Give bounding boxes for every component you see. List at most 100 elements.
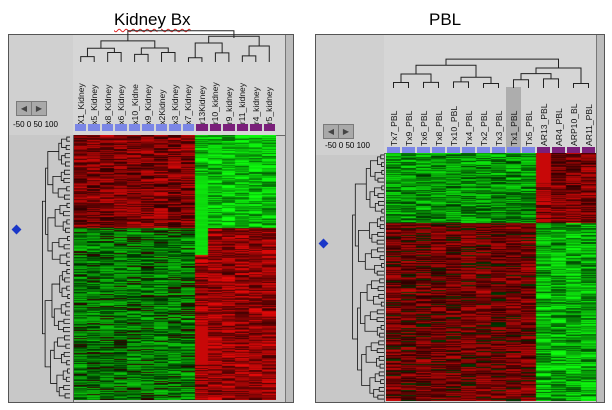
scroll-right-button-pbl[interactable]: ▶: [338, 124, 354, 139]
dendrogram-branch: [378, 371, 384, 377]
dendrogram-branch: [376, 270, 384, 276]
column-color-cell: [402, 147, 415, 153]
dendrogram-branch: [378, 340, 384, 346]
dendrogram-branch: [64, 277, 70, 283]
dendrogram-branch: [357, 307, 362, 371]
dendrogram-branch: [377, 156, 382, 166]
dendrogram-branch: [376, 317, 384, 322]
dendrogram-branch: [381, 170, 384, 175]
column-color-cell: [142, 124, 154, 131]
dendrogram-branch: [364, 315, 378, 332]
vertical-scrollbar-kidney[interactable]: [285, 35, 293, 402]
left-arrow-icon: ◀: [20, 104, 28, 113]
column-color-cell: [209, 124, 222, 131]
column-color-cell: [477, 147, 490, 153]
panel-title-pbl-text: PBL: [429, 10, 462, 29]
vertical-scrollbar-pbl[interactable]: [596, 35, 604, 402]
array-tree-pane-kidney[interactable]: [73, 35, 285, 136]
dendrogram-branch: [66, 260, 70, 266]
column-color-cell: [552, 147, 565, 153]
dendrogram-branch: [378, 201, 384, 206]
dendrogram-branch: [357, 230, 370, 262]
dendrogram-branch: [377, 394, 384, 400]
dendrogram-branch: [379, 255, 384, 260]
dendrogram-branch: [364, 253, 375, 270]
dendrogram-branch: [352, 214, 358, 340]
dendrogram-branch: [65, 161, 70, 167]
dendrogram-branch: [59, 275, 63, 293]
dendrogram-branch: [460, 76, 492, 84]
dendrogram-branch: [377, 232, 384, 237]
dendrogram-branch: [60, 304, 66, 314]
dendrogram-branch: [373, 388, 380, 398]
column-color-cell: [155, 124, 168, 131]
dendrogram-branch: [513, 79, 529, 88]
heatmap-pbl[interactable]: [386, 153, 596, 401]
dendrogram-branch: [368, 222, 378, 239]
column-color-cell: [432, 147, 445, 153]
heatmap-kidney[interactable]: [74, 135, 276, 400]
dendrogram-branch: [241, 55, 257, 62]
column-color-cell: [522, 147, 535, 153]
scale-corner-pbl: ◀ ▶ -50 0 50 100: [316, 35, 384, 155]
dendrogram-branch: [371, 280, 380, 290]
dendrogram-branch: [378, 294, 384, 299]
dendrogram-branch: [359, 292, 368, 324]
column-color-cell: [75, 124, 87, 131]
dendrogram-branch: [381, 162, 384, 167]
column-color-cell: [196, 124, 208, 131]
dendrogram-branch: [64, 393, 70, 399]
dendrogram-branch: [376, 357, 381, 367]
dendrogram-branch: [369, 377, 376, 394]
dendrogram-branch: [64, 153, 70, 159]
scroll-right-button-kidney[interactable]: ▶: [31, 101, 47, 116]
dendrogram-branch: [376, 239, 384, 245]
left-arrow-icon: ◀: [327, 127, 335, 136]
dendrogram-branch: [374, 171, 382, 181]
dendrogram-branch: [127, 30, 235, 41]
dendrogram-branch: [61, 271, 67, 281]
dendrogram-branch: [379, 224, 384, 229]
dendrogram-branch: [65, 227, 70, 233]
dendrogram-branch: [453, 81, 469, 88]
dendrogram-branch: [47, 217, 56, 252]
column-color-cell: [236, 124, 249, 131]
dendrogram-branch: [379, 278, 384, 284]
column-color-cell: [492, 147, 505, 153]
column-color-cell: [462, 147, 475, 153]
dendrogram-branch: [374, 373, 381, 383]
column-color-cell: [537, 147, 550, 153]
panel-title-pbl: PBL: [429, 10, 461, 30]
column-color-cell: [88, 124, 100, 131]
dendrogram-branch: [378, 356, 384, 361]
dendrogram-branch: [63, 244, 70, 250]
dendrogram-branch: [380, 216, 384, 222]
dendrogram-branch: [373, 295, 382, 305]
dendrogram-branch: [59, 204, 67, 215]
column-color-cell: [223, 124, 235, 131]
panel-title-kidney-text: Kidney Bx: [114, 10, 191, 29]
dendrogram-branch: [376, 218, 381, 228]
column-color-cell: [182, 124, 195, 131]
dendrogram-branch: [365, 168, 371, 200]
column-color-cell: [567, 147, 580, 153]
dendrogram-branch: [377, 286, 384, 291]
dendrogram-branch: [66, 136, 70, 142]
dendrogram-branch: [445, 58, 559, 69]
dendrogram-branch: [376, 348, 384, 353]
dendrogram-branch: [54, 209, 64, 227]
dendrogram-branch: [376, 309, 384, 315]
dendrogram-branch: [377, 247, 384, 253]
dendrogram-branch: [377, 193, 384, 198]
dendrogram-branch: [63, 318, 70, 324]
dendrogram-branch: [194, 42, 223, 58]
dendrogram-branch: [520, 73, 552, 80]
panel-title-kidney: Kidney Bx: [114, 10, 191, 30]
column-color-cell: [582, 147, 595, 153]
column-color-cell: [417, 147, 430, 153]
dendrogram-branch: [379, 363, 384, 369]
